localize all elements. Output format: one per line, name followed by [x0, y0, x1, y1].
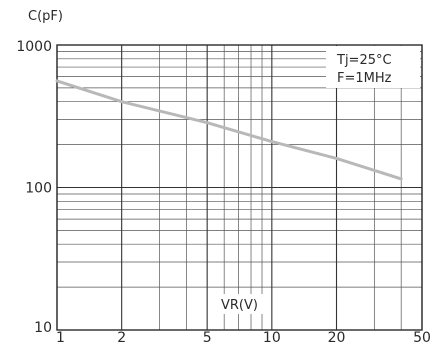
y-tick-label: 1000 — [16, 39, 52, 55]
annotation-frequency: F=1MHz — [337, 71, 392, 86]
x-axis-label: VR(V) — [221, 298, 258, 313]
y-axis-label: C(pF) — [28, 9, 63, 24]
x-axis-label-bg — [214, 294, 270, 314]
x-tick-label: 1 — [56, 330, 65, 345]
y-tick-label: 10 — [34, 320, 52, 336]
x-tick-label: 5 — [203, 330, 212, 345]
x-tick-label: 10 — [263, 330, 281, 345]
x-tick-label: 50 — [413, 330, 431, 345]
annotation-box — [326, 46, 420, 88]
x-tick-label: 20 — [328, 330, 346, 345]
y-tick-label: 100 — [25, 181, 52, 197]
plot-frame — [56, 44, 423, 331]
tick-labels: 1 2 5 10 20 50 10 100 1000 — [16, 39, 431, 345]
annotation-temperature: Tj=25°C — [336, 53, 392, 68]
x-tick-label: 2 — [117, 330, 126, 345]
capacitance-curve — [55, 79, 403, 181]
series-layer — [55, 79, 403, 181]
